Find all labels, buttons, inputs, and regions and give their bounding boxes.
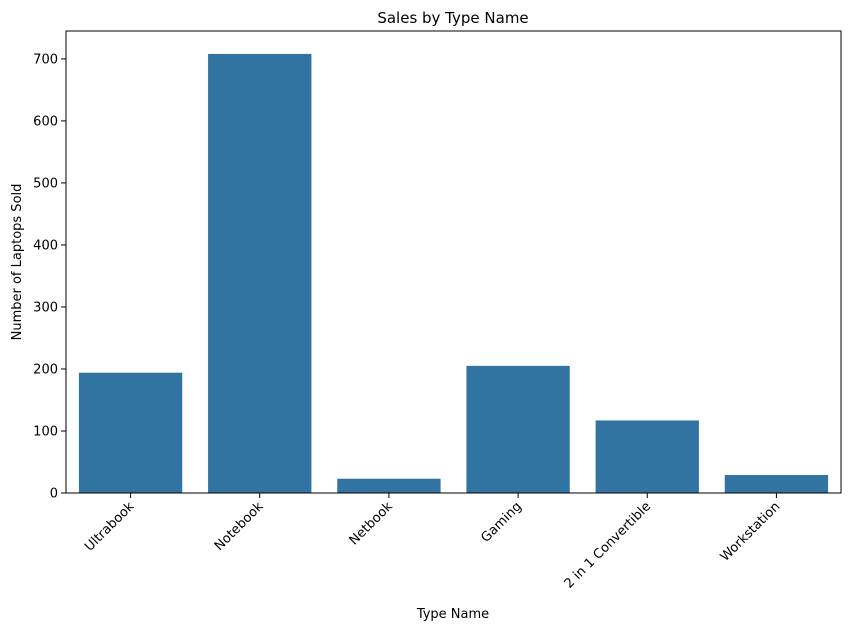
x-tick-label: Netbook xyxy=(347,499,396,548)
x-axis: Ultrabook Notebook Netbook Gaming 2 in 1 Con… xyxy=(82,493,783,592)
bars-group xyxy=(78,53,829,493)
y-tick-label: 400 xyxy=(33,238,58,253)
y-tick-label: 700 xyxy=(33,52,58,67)
bar-notebook xyxy=(208,53,312,493)
y-tick-label: 300 xyxy=(33,300,58,315)
y-axis-title: Number of Laptops Sold xyxy=(10,184,25,341)
bar-workstation xyxy=(724,475,829,493)
bar-netbook xyxy=(337,478,441,493)
bar-gaming xyxy=(466,365,570,493)
x-axis-title: Type Name xyxy=(416,607,489,622)
y-tick-label: 600 xyxy=(33,114,58,129)
y-tick-label: 100 xyxy=(33,424,58,439)
plot-frame xyxy=(65,30,842,494)
x-tick-label: Ultrabook xyxy=(82,499,138,555)
x-tick-label: Notebook xyxy=(212,499,267,554)
chart-title: Sales by Type Name xyxy=(377,9,528,27)
bar-ultrabook xyxy=(78,372,183,493)
y-tick-label: 200 xyxy=(33,362,58,377)
x-tick-label: Workstation xyxy=(718,499,784,565)
bar-2-in-1-convertible xyxy=(595,420,699,493)
x-tick-label: Gaming xyxy=(478,499,525,546)
y-tick-label: 0 xyxy=(50,487,58,502)
y-tick-label: 500 xyxy=(33,176,58,191)
y-axis: 0 100 200 300 400 500 600 700 xyxy=(33,52,66,502)
x-tick-label: 2 in 1 Convertible xyxy=(562,499,654,591)
